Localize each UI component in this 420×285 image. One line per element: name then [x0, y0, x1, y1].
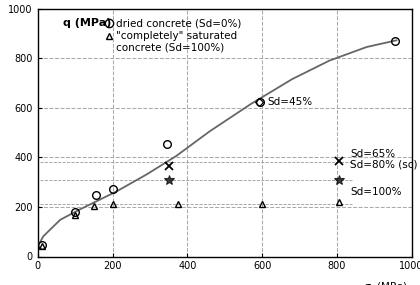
Text: concrete (Sd=100%): concrete (Sd=100%) [116, 42, 225, 52]
Text: dried concrete (Sd=0%): dried concrete (Sd=0%) [116, 19, 241, 29]
Text: "completely" saturated: "completely" saturated [116, 31, 237, 41]
Text: Sd=45%: Sd=45% [268, 97, 313, 107]
Text: $\sigma_m$(MPa): $\sigma_m$(MPa) [363, 280, 408, 285]
Text: Sd=80% (sc): Sd=80% (sc) [350, 159, 417, 169]
Text: Sd=100%: Sd=100% [350, 187, 402, 197]
Text: q (MPa): q (MPa) [63, 19, 112, 29]
Text: Sd=65%: Sd=65% [350, 148, 395, 158]
